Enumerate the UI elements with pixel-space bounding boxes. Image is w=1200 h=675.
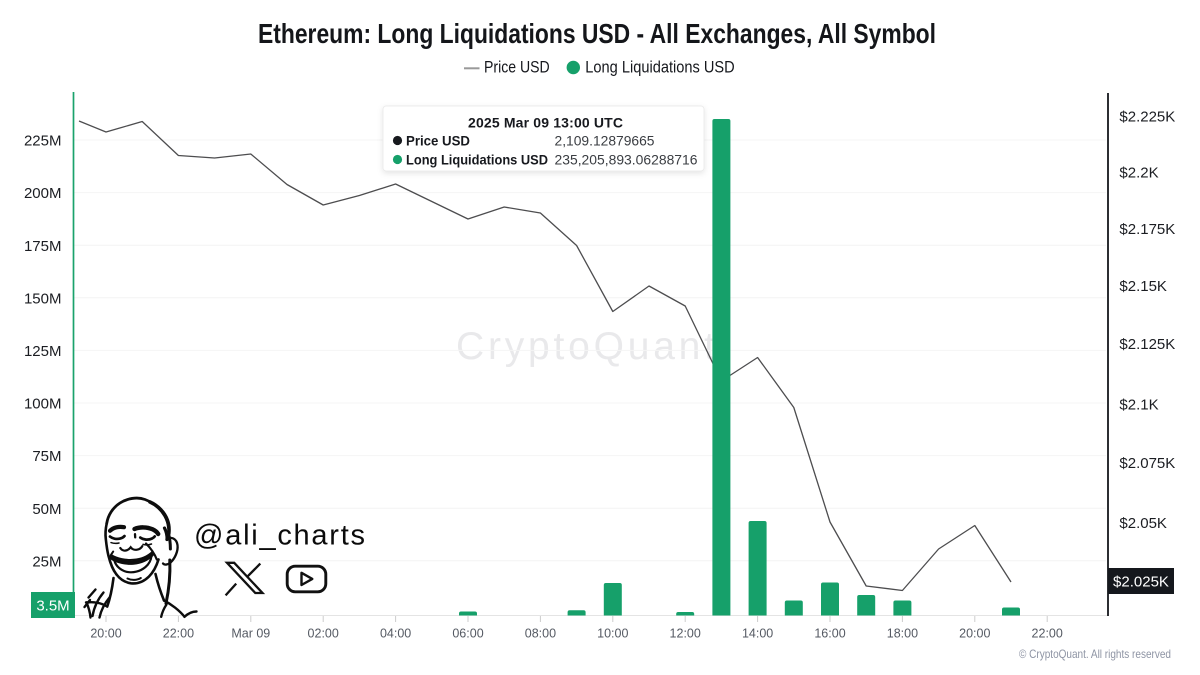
svg-text:75M: 75M — [32, 448, 61, 465]
svg-text:Long Liquidations USD: Long Liquidations USD — [406, 152, 548, 168]
svg-text:Price USD: Price USD — [484, 58, 550, 77]
svg-text:$2.175K: $2.175K — [1119, 221, 1175, 238]
svg-text:Long Liquidations USD: Long Liquidations USD — [585, 58, 734, 77]
svg-text:$2.05K: $2.05K — [1119, 515, 1167, 532]
svg-text:20:00: 20:00 — [90, 626, 121, 640]
svg-text:16:00: 16:00 — [814, 626, 845, 640]
svg-text:22:00: 22:00 — [1032, 626, 1063, 640]
svg-text:© CryptoQuant. All rights rese: © CryptoQuant. All rights reserved — [1019, 647, 1171, 661]
svg-text:$2.1K: $2.1K — [1119, 396, 1158, 413]
svg-text:22:00: 22:00 — [163, 626, 194, 640]
svg-text:12:00: 12:00 — [670, 626, 701, 640]
svg-text:04:00: 04:00 — [380, 626, 411, 640]
svg-text:Mar 09: Mar 09 — [231, 626, 270, 640]
svg-text:150M: 150M — [24, 290, 62, 307]
svg-text:02:00: 02:00 — [308, 626, 339, 640]
svg-text:20:00: 20:00 — [959, 626, 990, 640]
svg-text:$2.125K: $2.125K — [1119, 336, 1175, 353]
svg-text:225M: 225M — [24, 133, 62, 150]
svg-text:08:00: 08:00 — [525, 626, 556, 640]
svg-text:50M: 50M — [32, 501, 61, 518]
svg-text:25M: 25M — [32, 553, 61, 570]
svg-text:18:00: 18:00 — [887, 626, 918, 640]
svg-text:CryptoQuant: CryptoQuant — [456, 325, 715, 368]
svg-text:@ali_charts: @ali_charts — [194, 520, 365, 552]
svg-text:2,109.12879665: 2,109.12879665 — [555, 133, 655, 149]
svg-text:$2.15K: $2.15K — [1119, 278, 1167, 295]
svg-text:14:00: 14:00 — [742, 626, 773, 640]
svg-text:175M: 175M — [24, 238, 62, 255]
svg-text:$2.225K: $2.225K — [1119, 109, 1175, 126]
svg-text:100M: 100M — [24, 396, 62, 413]
svg-text:125M: 125M — [24, 343, 62, 360]
svg-text:235,205,893.06288716: 235,205,893.06288716 — [555, 152, 698, 168]
svg-text:10:00: 10:00 — [597, 626, 628, 640]
svg-text:06:00: 06:00 — [452, 626, 483, 640]
svg-text:2025 Mar 09 13:00 UTC: 2025 Mar 09 13:00 UTC — [468, 115, 623, 131]
svg-text:$2.075K: $2.075K — [1119, 455, 1175, 472]
svg-text:Price USD: Price USD — [406, 133, 470, 149]
svg-text:Ethereum: Long Liquidations US: Ethereum: Long Liquidations USD - All Ex… — [258, 18, 936, 49]
svg-text:200M: 200M — [24, 185, 62, 202]
svg-text:$2.2K: $2.2K — [1119, 164, 1158, 181]
svg-text:3.5M: 3.5M — [36, 598, 69, 615]
svg-text:$2.025K: $2.025K — [1113, 574, 1169, 591]
